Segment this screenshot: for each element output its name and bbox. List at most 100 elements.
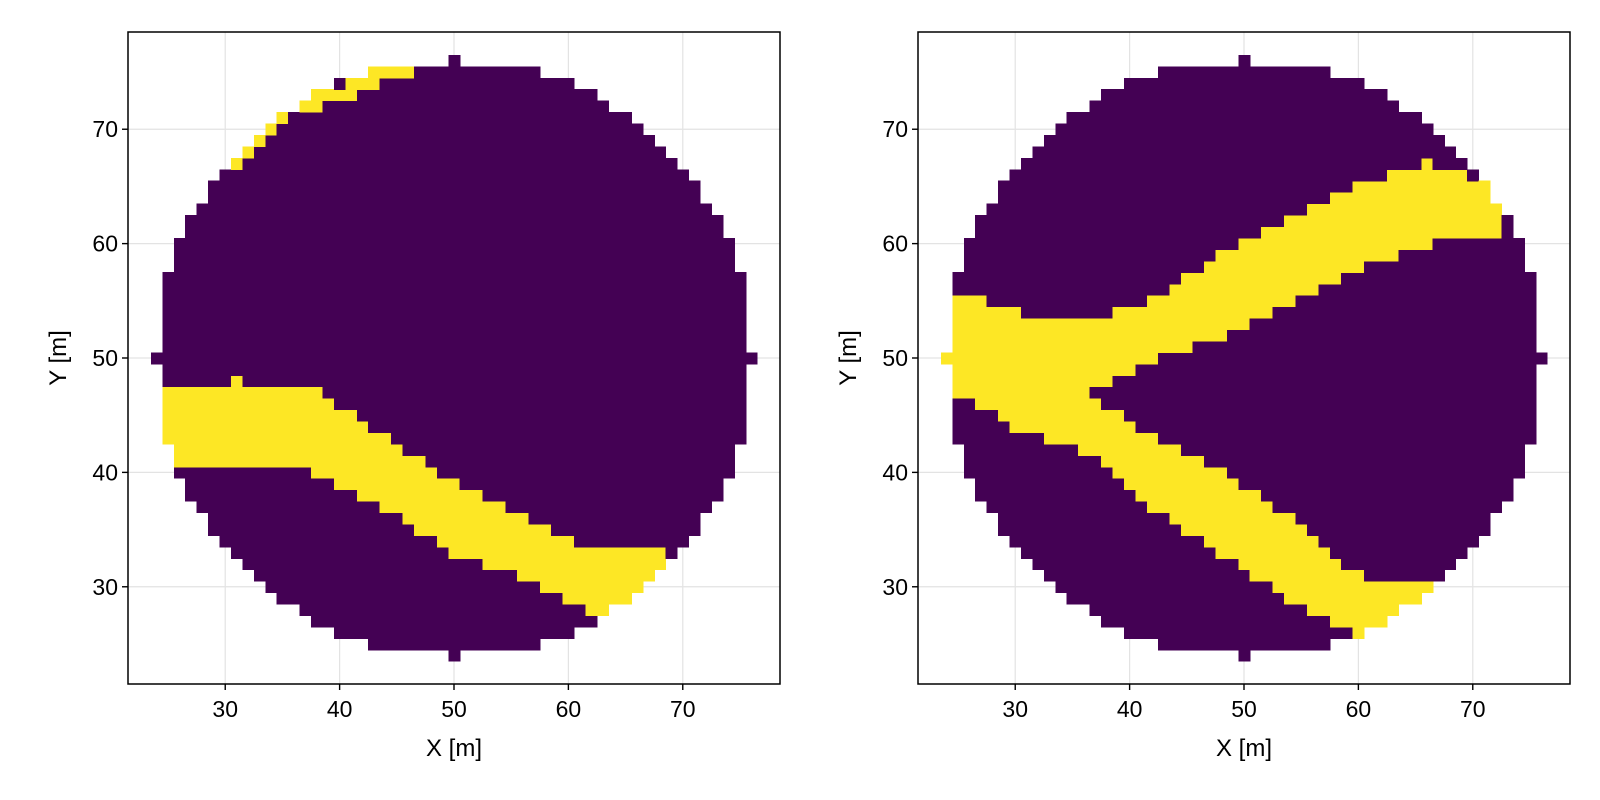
heatmap-cell — [379, 77, 392, 90]
heatmap-cell — [1421, 375, 1434, 388]
heatmap-cell — [1306, 340, 1319, 353]
heatmap-cell — [585, 272, 598, 285]
heatmap-cell — [1318, 512, 1331, 525]
heatmap-cell — [1295, 340, 1308, 353]
heatmap-cell — [608, 329, 621, 342]
heatmap-cell — [1135, 363, 1148, 376]
heatmap-cell — [688, 260, 701, 273]
heatmap-cell — [998, 500, 1011, 514]
heatmap-cell — [494, 329, 507, 342]
heatmap-cell — [1146, 603, 1159, 616]
heatmap-cell — [654, 283, 667, 296]
heatmap-cell — [619, 398, 632, 411]
heatmap-cell — [1169, 134, 1182, 147]
heatmap-cell — [528, 180, 541, 193]
heatmap-cell — [1078, 306, 1091, 319]
heatmap-cell — [1078, 169, 1091, 182]
heatmap-cell — [242, 295, 255, 308]
heatmap-cell — [528, 283, 541, 296]
heatmap-cell — [436, 592, 449, 605]
heatmap-cell — [482, 443, 495, 456]
heatmap-cell — [311, 134, 324, 147]
heatmap-cell — [368, 535, 381, 548]
heatmap-cell — [1181, 535, 1194, 548]
heatmap-cell — [1375, 134, 1388, 147]
heatmap-cell — [299, 123, 312, 136]
heatmap-cell — [1478, 295, 1491, 308]
heatmap-cell-channel — [516, 535, 529, 548]
heatmap-cell-channel — [975, 295, 988, 308]
heatmap-cell — [1329, 134, 1342, 147]
heatmap-cell-channel — [1066, 363, 1079, 376]
heatmap-cell — [1295, 157, 1308, 170]
heatmap-cell — [1215, 386, 1228, 399]
heatmap-cell — [459, 626, 472, 639]
heatmap-cell — [1146, 375, 1159, 388]
heatmap-cell — [963, 466, 976, 479]
heatmap-cell — [642, 375, 655, 388]
heatmap-cell — [494, 134, 507, 147]
heatmap-cell — [311, 352, 324, 365]
heatmap-cell — [574, 295, 587, 308]
heatmap-cell — [1364, 420, 1377, 433]
heatmap-cell — [1478, 340, 1491, 353]
heatmap-cell — [265, 146, 278, 159]
heatmap-cell-channel — [1261, 249, 1274, 262]
heatmap-cell — [585, 386, 598, 399]
heatmap-cell — [1501, 409, 1514, 422]
heatmap-cell — [585, 100, 598, 113]
heatmap-cell — [276, 260, 289, 273]
heatmap-cell — [642, 340, 655, 353]
heatmap-cell-channel — [1055, 352, 1068, 365]
heatmap-cell — [471, 329, 484, 342]
heatmap-cell — [539, 317, 552, 330]
heatmap-cell — [1341, 352, 1354, 365]
heatmap-cell — [1455, 260, 1468, 273]
heatmap-cell — [1295, 352, 1308, 365]
heatmap-cell — [425, 249, 438, 262]
heatmap-cell-channel — [1295, 260, 1308, 273]
heatmap-cell — [288, 500, 301, 514]
heatmap-cell — [1078, 535, 1091, 548]
heatmap-cell — [1192, 112, 1205, 125]
heatmap-cell — [986, 226, 999, 239]
heatmap-cell — [448, 455, 461, 468]
heatmap-cell-channel — [345, 466, 358, 479]
heatmap-cell — [345, 215, 358, 228]
heatmap-cell-channel — [1043, 352, 1056, 365]
heatmap-cell-channel — [1341, 215, 1354, 228]
heatmap-cell — [448, 329, 461, 342]
heatmap-cell — [1078, 146, 1091, 159]
heatmap-cell — [1409, 340, 1422, 353]
heatmap-cell — [1318, 489, 1331, 502]
heatmap-cell-channel — [253, 134, 266, 147]
heatmap-cell-channel — [1146, 443, 1159, 456]
heatmap-cell — [1341, 89, 1354, 102]
heatmap-cell-channel — [1203, 535, 1216, 548]
heatmap-cell — [242, 352, 255, 365]
heatmap-cell — [208, 237, 221, 250]
heatmap-cell — [551, 237, 564, 250]
heatmap-cell — [665, 500, 678, 514]
heatmap-cell — [1215, 638, 1228, 651]
heatmap-cell — [1123, 215, 1136, 228]
heatmap-cell — [1226, 340, 1239, 353]
heatmap-cell — [1043, 215, 1056, 228]
heatmap-cell — [1352, 386, 1365, 399]
heatmap-cell — [391, 340, 404, 353]
heatmap-cell — [1306, 112, 1319, 125]
heatmap-cell — [1272, 180, 1285, 193]
heatmap-cell — [1272, 592, 1285, 605]
heatmap-cell — [494, 77, 507, 90]
heatmap-cell — [1489, 352, 1502, 365]
heatmap-cell-channel — [299, 443, 312, 456]
heatmap-cell — [1421, 398, 1434, 411]
heatmap-cell — [1318, 295, 1331, 308]
heatmap-cell — [459, 443, 472, 456]
heatmap-cell — [596, 295, 610, 308]
heatmap-cell-channel — [1181, 340, 1194, 353]
heatmap-cell-channel — [1032, 317, 1045, 330]
heatmap-cell — [1020, 215, 1033, 228]
heatmap-cell — [665, 249, 678, 262]
heatmap-cell — [1261, 112, 1274, 125]
